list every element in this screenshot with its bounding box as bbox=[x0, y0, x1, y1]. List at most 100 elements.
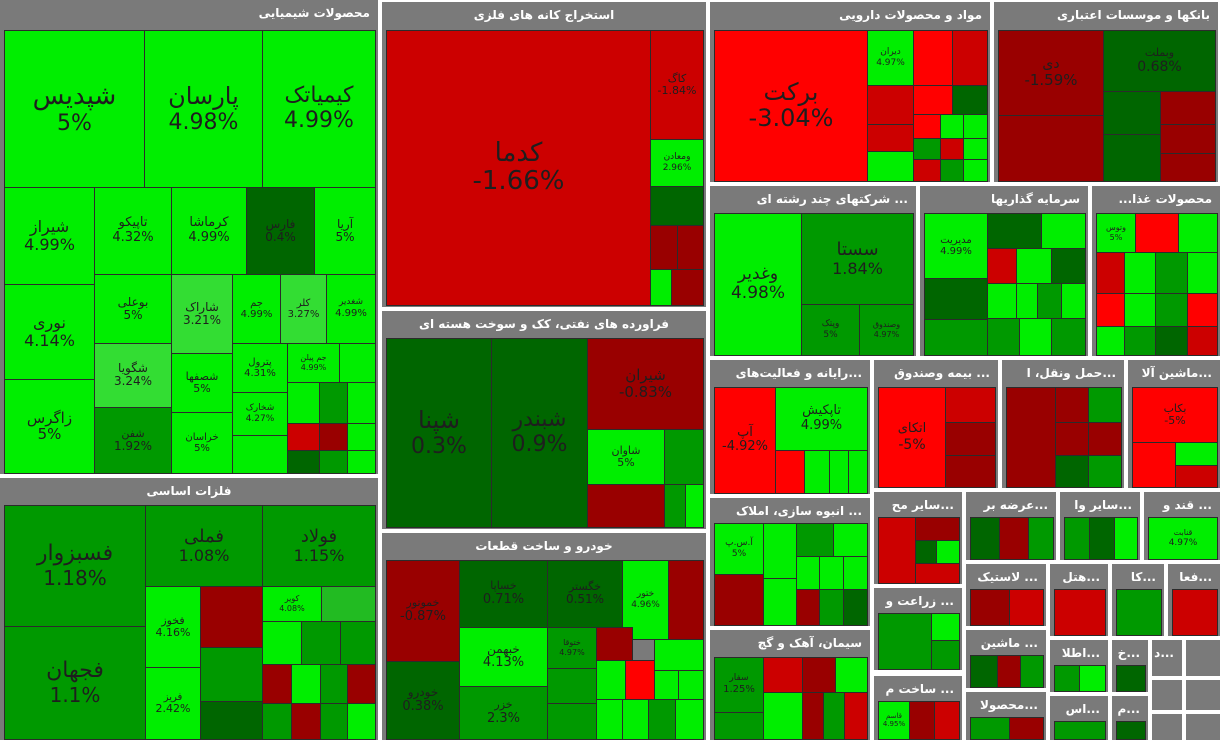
tile-cem-3[interactable] bbox=[763, 692, 803, 740]
tile-ht-1[interactable] bbox=[1054, 589, 1106, 636]
tile-kadama[interactable]: کدما -1.66% bbox=[386, 30, 651, 306]
tile-red-f[interactable] bbox=[200, 586, 263, 648]
tile-bank-1[interactable] bbox=[998, 115, 1104, 182]
tile-khodro[interactable]: خودرو 0.38% bbox=[386, 661, 460, 740]
tile-small-m6[interactable] bbox=[200, 701, 263, 740]
tile-small-a9[interactable] bbox=[678, 670, 704, 700]
tile-inv-14[interactable] bbox=[1051, 318, 1086, 356]
sector-title[interactable]: ...هتل bbox=[1062, 570, 1100, 584]
tile-asp[interactable]: آ.س.پ 5% bbox=[714, 523, 764, 575]
tile-small-m9[interactable] bbox=[320, 664, 348, 704]
sector-title[interactable]: ...اطلا bbox=[1061, 646, 1100, 660]
tile-pr-1[interactable] bbox=[970, 717, 1010, 740]
tile-comp-4[interactable] bbox=[848, 450, 868, 494]
tile-small-o2[interactable] bbox=[587, 484, 665, 528]
tile-cons-1[interactable] bbox=[714, 574, 764, 626]
tile-khegostar[interactable]: خگستر 0.51% bbox=[547, 560, 623, 628]
tile-tr-3[interactable] bbox=[1088, 387, 1122, 423]
tile-ka-1[interactable] bbox=[1116, 589, 1162, 636]
tile-small-mm4[interactable] bbox=[650, 269, 672, 306]
tile-m2-2[interactable] bbox=[997, 655, 1021, 688]
tile-tr-7[interactable] bbox=[1088, 455, 1122, 488]
tile-cons-11[interactable] bbox=[843, 589, 868, 626]
tile-small-a11[interactable] bbox=[622, 699, 649, 740]
sector-title[interactable]: ...رایانه و فعالیت‌های bbox=[735, 366, 862, 380]
tile-small-a1[interactable] bbox=[668, 560, 704, 640]
tile-shegoia[interactable]: شگویا 3.24% bbox=[94, 343, 172, 408]
tile-modiriat[interactable]: مدیریت 4.99% bbox=[924, 213, 988, 279]
tile-inv-1[interactable] bbox=[987, 213, 1042, 249]
tile-small-a4[interactable] bbox=[547, 703, 597, 740]
sector-title[interactable]: ... قند و bbox=[1162, 498, 1212, 512]
tile-small-a2[interactable] bbox=[596, 627, 633, 661]
tile-inv-6[interactable] bbox=[1016, 248, 1052, 284]
tile-vaetebar[interactable]: وبملت 0.68% bbox=[1103, 30, 1216, 92]
tile-jam[interactable]: جم 4.99% bbox=[232, 274, 281, 344]
tile-ins-1[interactable] bbox=[945, 387, 996, 423]
tile-petrol[interactable]: پترول 4.31% bbox=[232, 343, 288, 393]
tile-kaga[interactable]: کاگ -1.84% bbox=[650, 30, 704, 140]
tile-m2-3[interactable] bbox=[1020, 655, 1044, 688]
tile-inv-12[interactable] bbox=[987, 318, 1020, 356]
tile-food-1[interactable] bbox=[1135, 213, 1179, 253]
sector-title[interactable]: ...م bbox=[1117, 702, 1140, 716]
tile-cons-4[interactable] bbox=[796, 523, 834, 557]
tile-fesabzevar[interactable]: فسبزوار 1.18% bbox=[4, 505, 146, 627]
sector-title[interactable]: ...سایر مح bbox=[891, 498, 954, 512]
tile-shesfahan[interactable]: شصفها 5% bbox=[171, 353, 233, 413]
tile-et-1[interactable] bbox=[1054, 665, 1080, 692]
tile-comp-1[interactable] bbox=[775, 450, 805, 494]
sector-title[interactable]: سرمایه گذاریها bbox=[990, 192, 1080, 206]
sector-title[interactable]: ... شرکتهای چند رشته ای bbox=[756, 192, 908, 206]
tile-food-10[interactable] bbox=[1187, 293, 1218, 327]
tile-bank-2[interactable] bbox=[1103, 91, 1161, 135]
tile-cem-2[interactable] bbox=[763, 657, 803, 693]
tile-tr-6[interactable] bbox=[1055, 455, 1089, 488]
tile-ap[interactable]: آپ -4.92% bbox=[714, 387, 776, 494]
tile-cons-8[interactable] bbox=[843, 556, 868, 590]
tile-small-a12[interactable] bbox=[648, 699, 676, 740]
tile-food-5[interactable] bbox=[1155, 252, 1188, 294]
sector-title[interactable]: سیمان، آهک و گچ bbox=[757, 636, 862, 650]
tile-small-b[interactable] bbox=[232, 435, 288, 474]
sector-title[interactable]: ...خ bbox=[1117, 646, 1140, 660]
tile-vaghadir[interactable]: وغدیر 4.98% bbox=[714, 213, 802, 356]
tile-small-a10[interactable] bbox=[596, 699, 623, 740]
tile-comp-2[interactable] bbox=[804, 450, 830, 494]
tile-cons-6[interactable] bbox=[796, 556, 820, 590]
tile-ins-2[interactable] bbox=[945, 422, 996, 456]
tile-small-mm1[interactable] bbox=[650, 186, 704, 226]
sector-title[interactable]: ... لاستیک bbox=[977, 570, 1038, 584]
tile-small-m5[interactable] bbox=[200, 647, 263, 702]
tile-inv-13[interactable] bbox=[1019, 318, 1052, 356]
tile-cons-10[interactable] bbox=[819, 589, 844, 626]
tile-m-1[interactable] bbox=[1116, 721, 1146, 740]
tile-sesfaha[interactable]: سفار 1.25% bbox=[714, 657, 764, 713]
tile-food-13[interactable] bbox=[1155, 326, 1188, 356]
tile-small-o1[interactable] bbox=[664, 429, 704, 485]
tile-cem-8[interactable] bbox=[844, 692, 868, 740]
tile-shghadir[interactable]: شغدیر 4.99% bbox=[326, 274, 376, 344]
tile-shakhark[interactable]: شخارک 4.27% bbox=[232, 392, 288, 436]
tile-ph-15[interactable] bbox=[940, 159, 964, 182]
tile-small-a13[interactable] bbox=[675, 699, 704, 740]
tile-fameli[interactable]: فملی 1.08% bbox=[145, 505, 263, 587]
tile-ph-14[interactable] bbox=[913, 159, 941, 182]
sector-title[interactable]: ... بیمه وصندوق bbox=[894, 366, 990, 380]
tile-inv-4[interactable] bbox=[924, 319, 988, 356]
tile-o2-2[interactable] bbox=[1089, 517, 1115, 560]
sector-title[interactable]: ...د bbox=[1154, 646, 1174, 660]
sector-title[interactable]: مواد و محصولات دارویی bbox=[839, 8, 982, 22]
sector-title[interactable]: ...کا bbox=[1130, 570, 1156, 584]
tile-b-2[interactable] bbox=[934, 701, 960, 740]
tile-small-h[interactable] bbox=[347, 423, 376, 451]
tile-o1-4[interactable] bbox=[936, 540, 960, 564]
tile-small-m1[interactable] bbox=[321, 586, 376, 622]
tile-ag-3[interactable] bbox=[931, 640, 960, 670]
tile-o2-3[interactable] bbox=[1114, 517, 1138, 560]
sector-title[interactable]: ...حمل ونقل، ا bbox=[1026, 366, 1116, 380]
sector-title[interactable]: ...فعا bbox=[1179, 570, 1212, 584]
tile-small-e[interactable] bbox=[347, 382, 376, 424]
tile-fakhoz[interactable]: فخوز 4.16% bbox=[145, 586, 201, 668]
tile-tapikish[interactable]: تاپکیش 4.99% bbox=[775, 387, 868, 451]
